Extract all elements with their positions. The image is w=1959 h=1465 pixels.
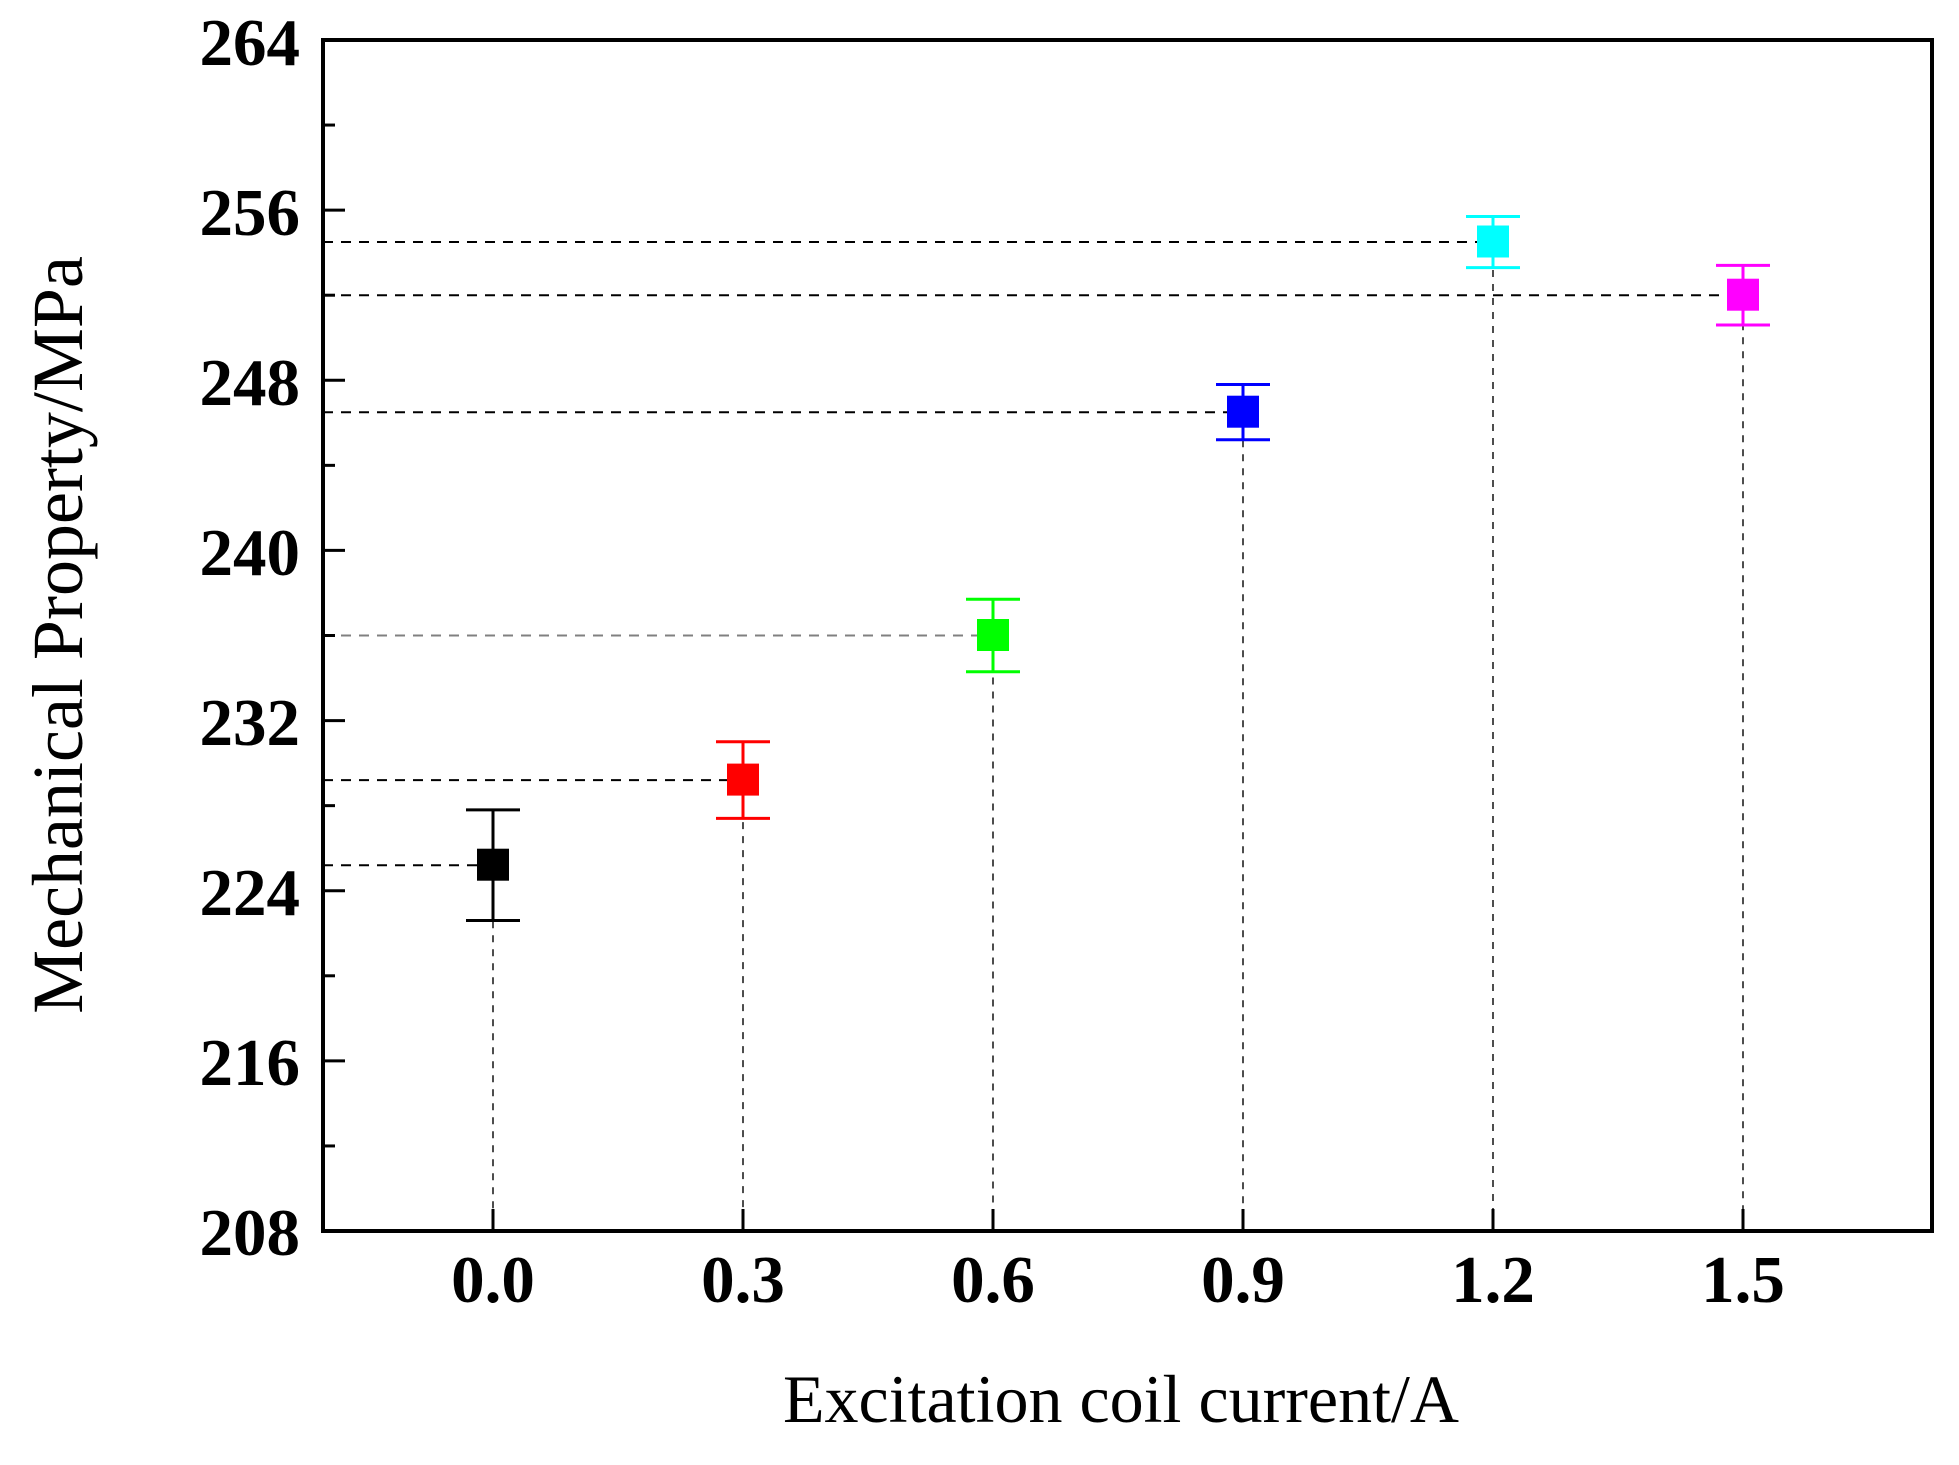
svg-text:Excitation coil current/A: Excitation coil current/A: [783, 1361, 1459, 1437]
svg-text:Mechanical Property/MPa: Mechanical Property/MPa: [18, 256, 98, 1014]
svg-text:224: 224: [200, 856, 301, 930]
svg-text:232: 232: [200, 686, 301, 760]
svg-text:0.3: 0.3: [701, 1243, 785, 1317]
svg-text:240: 240: [200, 516, 301, 590]
svg-text:0.9: 0.9: [1201, 1243, 1285, 1317]
svg-text:264: 264: [200, 6, 301, 80]
svg-text:1.2: 1.2: [1451, 1243, 1535, 1317]
svg-text:248: 248: [200, 346, 301, 420]
svg-text:0.0: 0.0: [451, 1243, 535, 1317]
svg-text:256: 256: [200, 176, 301, 250]
svg-text:216: 216: [200, 1026, 301, 1100]
svg-text:208: 208: [200, 1196, 301, 1270]
svg-text:1.5: 1.5: [1701, 1243, 1785, 1317]
svg-text:0.6: 0.6: [951, 1243, 1035, 1317]
